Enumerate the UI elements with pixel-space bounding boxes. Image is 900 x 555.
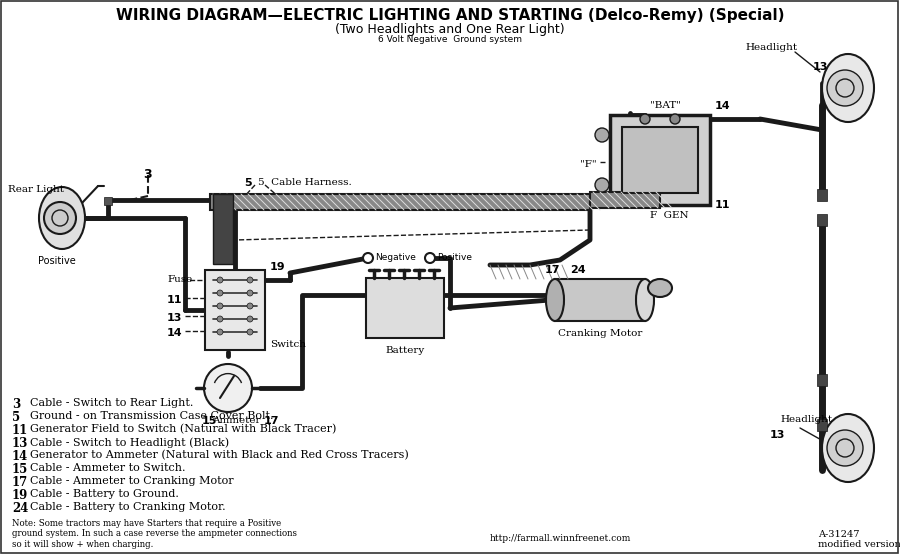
Circle shape bbox=[827, 70, 863, 106]
Text: 17: 17 bbox=[12, 476, 28, 489]
Circle shape bbox=[595, 178, 609, 192]
Bar bbox=[590, 192, 660, 208]
Text: Cranking Motor: Cranking Motor bbox=[558, 329, 643, 338]
Circle shape bbox=[670, 114, 680, 124]
Circle shape bbox=[827, 430, 863, 466]
Text: 11: 11 bbox=[12, 424, 28, 437]
Text: Negative: Negative bbox=[375, 253, 416, 262]
Text: 11: 11 bbox=[715, 200, 731, 210]
Text: WIRING DIAGRAM—ELECTRIC LIGHTING AND STARTING (Delco-Remy) (Special): WIRING DIAGRAM—ELECTRIC LIGHTING AND STA… bbox=[116, 8, 784, 23]
Circle shape bbox=[425, 253, 435, 263]
Text: 14: 14 bbox=[715, 101, 731, 111]
Circle shape bbox=[217, 329, 223, 335]
Text: 13: 13 bbox=[167, 313, 183, 323]
Bar bbox=[817, 189, 827, 201]
Text: A-31247
modified version 1: A-31247 modified version 1 bbox=[818, 530, 900, 549]
Bar bbox=[555, 279, 645, 321]
Text: 13: 13 bbox=[12, 437, 29, 450]
Text: Generator to Ammeter (Natural with Black and Red Cross Tracers): Generator to Ammeter (Natural with Black… bbox=[30, 450, 409, 460]
Text: Cable - Ammeter to Switch.: Cable - Ammeter to Switch. bbox=[30, 463, 185, 473]
Bar bbox=[610, 115, 710, 205]
Text: (Two Headlights and One Rear Light): (Two Headlights and One Rear Light) bbox=[335, 23, 565, 36]
Text: Ammeter: Ammeter bbox=[212, 416, 260, 425]
Text: "BAT": "BAT" bbox=[650, 101, 681, 110]
Text: Positive: Positive bbox=[437, 253, 472, 262]
Circle shape bbox=[247, 303, 253, 309]
Bar bbox=[817, 214, 827, 226]
Text: Switch: Switch bbox=[270, 340, 306, 349]
Text: 15: 15 bbox=[12, 463, 28, 476]
Bar bbox=[366, 278, 444, 338]
Text: Cable - Switch to Rear Light.: Cable - Switch to Rear Light. bbox=[30, 398, 194, 408]
Circle shape bbox=[247, 290, 253, 296]
Text: 14: 14 bbox=[12, 450, 28, 463]
Circle shape bbox=[217, 277, 223, 283]
Text: "F": "F" bbox=[580, 160, 597, 169]
Circle shape bbox=[204, 364, 252, 412]
Bar bbox=[817, 419, 827, 431]
Text: Fuse: Fuse bbox=[167, 275, 193, 284]
Text: 3: 3 bbox=[12, 398, 20, 411]
Circle shape bbox=[217, 316, 223, 322]
Text: 11: 11 bbox=[167, 295, 183, 305]
Text: 24: 24 bbox=[570, 265, 586, 275]
Circle shape bbox=[363, 253, 373, 263]
Text: Note: Some tractors may have Starters that require a Positive
ground system. In : Note: Some tractors may have Starters th… bbox=[12, 519, 297, 549]
Ellipse shape bbox=[822, 54, 874, 122]
Circle shape bbox=[640, 114, 650, 124]
Circle shape bbox=[217, 303, 223, 309]
Circle shape bbox=[595, 128, 609, 142]
Text: 6 Volt Negative  Ground system: 6 Volt Negative Ground system bbox=[378, 35, 522, 44]
Bar bbox=[213, 194, 233, 264]
Text: Cable - Ammeter to Cranking Motor: Cable - Ammeter to Cranking Motor bbox=[30, 476, 234, 486]
Text: 5  Cable Harness.: 5 Cable Harness. bbox=[258, 178, 352, 187]
Ellipse shape bbox=[546, 279, 564, 321]
Text: http://farmall.winnfreenet.com: http://farmall.winnfreenet.com bbox=[490, 534, 632, 543]
Circle shape bbox=[247, 329, 253, 335]
Text: 3: 3 bbox=[144, 168, 152, 181]
Text: Positive: Positive bbox=[38, 256, 76, 266]
Text: 17: 17 bbox=[545, 265, 561, 275]
Ellipse shape bbox=[822, 414, 874, 482]
Text: 17: 17 bbox=[264, 416, 280, 426]
Ellipse shape bbox=[636, 279, 654, 321]
Text: 13: 13 bbox=[813, 62, 828, 72]
Text: 19: 19 bbox=[12, 489, 28, 502]
Text: Cable - Battery to Cranking Motor.: Cable - Battery to Cranking Motor. bbox=[30, 502, 226, 512]
Text: Ground - on Transmission Case Cover Bolt.: Ground - on Transmission Case Cover Bolt… bbox=[30, 411, 274, 421]
Text: 13: 13 bbox=[770, 430, 786, 440]
Ellipse shape bbox=[39, 187, 85, 249]
Text: 5: 5 bbox=[244, 178, 252, 188]
Text: 24: 24 bbox=[12, 502, 29, 515]
Circle shape bbox=[217, 290, 223, 296]
Text: Generator Field to Switch (Natural with Black Tracer): Generator Field to Switch (Natural with … bbox=[30, 424, 337, 435]
Ellipse shape bbox=[648, 279, 672, 297]
Text: F  GEN: F GEN bbox=[650, 211, 688, 220]
Text: Cable - Switch to Headlight (Black): Cable - Switch to Headlight (Black) bbox=[30, 437, 230, 447]
Text: 14: 14 bbox=[167, 328, 183, 338]
Bar bbox=[817, 374, 827, 386]
Text: Battery: Battery bbox=[385, 346, 425, 355]
Text: Cable - Battery to Ground.: Cable - Battery to Ground. bbox=[30, 489, 179, 499]
Bar bbox=[622, 127, 698, 193]
Text: 19: 19 bbox=[270, 262, 285, 272]
Bar bbox=[205, 270, 265, 350]
Circle shape bbox=[247, 316, 253, 322]
Circle shape bbox=[44, 202, 76, 234]
Bar bbox=[210, 194, 590, 210]
Text: Headlight: Headlight bbox=[780, 415, 832, 424]
Text: Rear Light: Rear Light bbox=[8, 185, 64, 194]
Bar bbox=[104, 197, 112, 205]
Text: 5: 5 bbox=[12, 411, 20, 424]
Circle shape bbox=[247, 277, 253, 283]
Text: Headlight: Headlight bbox=[745, 43, 797, 52]
Text: 15: 15 bbox=[202, 416, 218, 426]
